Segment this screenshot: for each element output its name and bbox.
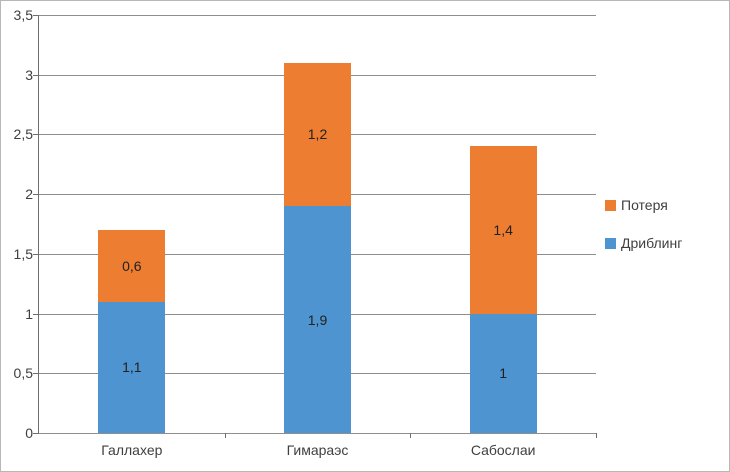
y-tick-label: 3,5 <box>13 7 33 23</box>
x-category-label: Сабослаи <box>470 442 536 458</box>
bar-value-label: 0,6 <box>122 257 142 274</box>
y-tick-mark <box>33 433 38 434</box>
gridline <box>39 433 596 434</box>
bar-value-label: 1,1 <box>122 359 142 376</box>
plot-area: 0 0,5 1 1,5 2 2,5 3 3,5 1,1 0,6 Галлахер 1,9 1,2 Гима… <box>14 8 597 458</box>
y-tick-mark <box>33 253 38 255</box>
bar-segment-Потеря-Гимараэс[interactable]: 1,2 <box>284 62 351 207</box>
y-tick-mark <box>33 194 38 196</box>
y-tick-mark <box>33 313 38 315</box>
bar-segment-Дриблинг-Гимараэс[interactable]: 1,9 <box>284 206 351 433</box>
legend-label: Потеря <box>621 197 668 213</box>
x-category-label: Гимараэс <box>286 442 349 458</box>
legend-label: Дриблинг <box>621 235 683 251</box>
y-tick-label: 2 <box>25 186 33 203</box>
x-category-label: Галлахер <box>101 442 163 458</box>
y-tick-mark <box>33 373 38 375</box>
bar-segment-Дриблинг-Галлахер[interactable]: 1,1 <box>98 301 166 433</box>
x-axis-tick <box>596 433 597 438</box>
y-tick-label: 0 <box>25 425 33 441</box>
y-tick-label: 1,5 <box>13 245 33 262</box>
y-tick-label: 1 <box>25 305 33 322</box>
y-tick-label: 2,5 <box>13 126 33 143</box>
legend-item-Дриблинг[interactable]: Дриблинг <box>605 235 682 251</box>
bar-value-label: 1,2 <box>307 126 328 143</box>
legend-swatch-icon <box>605 199 616 211</box>
legend-item-Потеря[interactable]: Потеря <box>605 197 682 213</box>
bar-segment-Потеря-Галлахер[interactable]: 0,6 <box>98 229 166 302</box>
bar-value-label: 1 <box>499 365 508 382</box>
bar-segment-Потеря-Сабослаи[interactable]: 1,4 <box>469 146 537 314</box>
legend-swatch-icon <box>605 237 616 249</box>
bar-value-label: 1,4 <box>493 221 513 238</box>
y-tick-mark <box>33 74 38 76</box>
y-tick-mark <box>33 15 38 16</box>
legend: Потеря Дриблинг <box>605 197 682 251</box>
bar-segment-Дриблинг-Сабослаи[interactable]: 1 <box>469 313 537 433</box>
y-tick-mark <box>33 134 38 136</box>
bar-value-label: 1,9 <box>307 311 328 328</box>
gridline <box>39 15 596 16</box>
y-tick-label: 3 <box>25 66 33 83</box>
x-axis-tick <box>410 433 412 438</box>
y-tick-label: 0,5 <box>13 365 33 382</box>
x-axis-tick <box>224 433 226 438</box>
y-axis-line <box>38 15 39 433</box>
